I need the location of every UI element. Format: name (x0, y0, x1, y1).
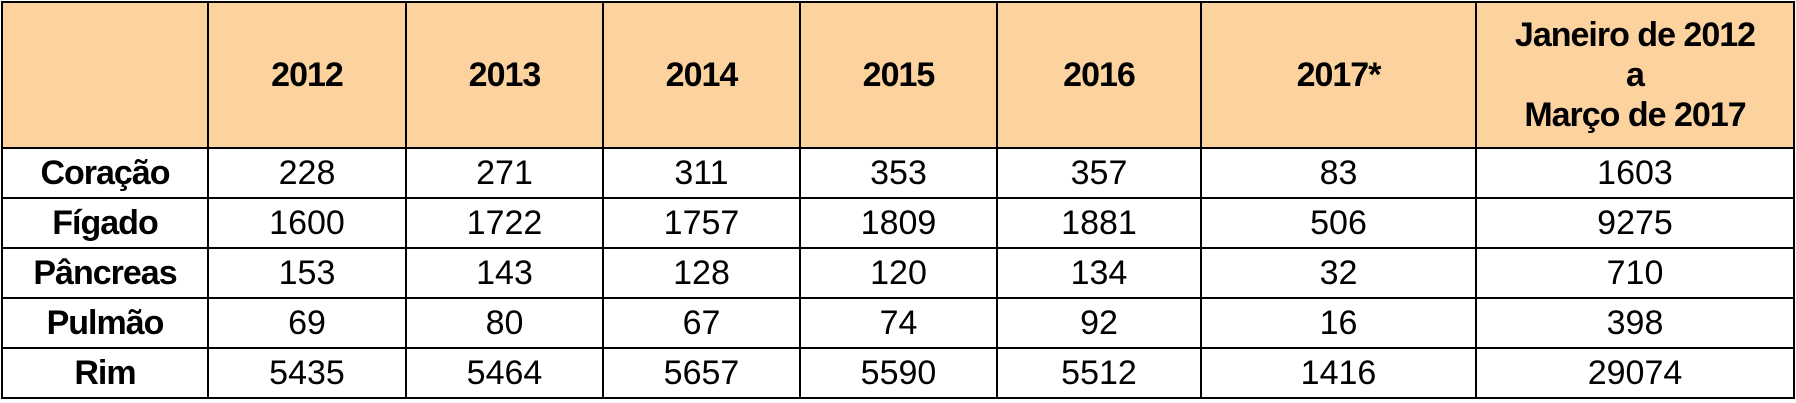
data-cell: 1757 (602, 197, 801, 249)
row-label: Fígado (1, 197, 209, 249)
row-label: Rim (1, 347, 209, 399)
data-cell: 69 (207, 297, 407, 349)
data-cell: 74 (799, 297, 998, 349)
table-row: Fígado 1600 1722 1757 1809 1881 506 9275 (1, 197, 1795, 249)
data-cell: 29074 (1475, 347, 1795, 399)
data-cell: 1809 (799, 197, 998, 249)
data-cell: 228 (207, 147, 407, 199)
row-label: Pâncreas (1, 247, 209, 299)
data-cell: 506 (1200, 197, 1477, 249)
data-cell: 5657 (602, 347, 801, 399)
data-cell: 153 (207, 247, 407, 299)
data-cell: 1603 (1475, 147, 1795, 199)
data-cell: 5590 (799, 347, 998, 399)
data-cell: 80 (405, 297, 604, 349)
data-cell: 83 (1200, 147, 1477, 199)
data-cell: 398 (1475, 297, 1795, 349)
data-cell: 128 (602, 247, 801, 299)
data-cell: 5435 (207, 347, 407, 399)
data-cell: 32 (1200, 247, 1477, 299)
data-cell: 357 (996, 147, 1202, 199)
data-cell: 143 (405, 247, 604, 299)
table-row: Rim 5435 5464 5657 5590 5512 1416 29074 (1, 347, 1795, 399)
data-cell: 1600 (207, 197, 407, 249)
header-cell: 2012 (207, 1, 407, 149)
data-cell: 353 (799, 147, 998, 199)
data-cell: 92 (996, 297, 1202, 349)
data-cell: 1881 (996, 197, 1202, 249)
table-row: Pulmão 69 80 67 74 92 16 398 (1, 297, 1795, 349)
header-cell (1, 1, 209, 149)
data-cell: 1722 (405, 197, 604, 249)
data-cell: 16 (1200, 297, 1477, 349)
data-cell: 5464 (405, 347, 604, 399)
table-row: Coração 228 271 311 353 357 83 1603 (1, 147, 1795, 199)
data-cell: 134 (996, 247, 1202, 299)
data-cell: 5512 (996, 347, 1202, 399)
row-label: Coração (1, 147, 209, 199)
table-body: Coração 228 271 311 353 357 83 1603 Fígado 1600 17… (1, 147, 1795, 399)
header-row: 2012 2013 2014 2015 2016 2017* Janeiro de 2012… (1, 1, 1795, 149)
header-cell: 2016 (996, 1, 1202, 149)
header-cell: Janeiro de 2012 a Março de 2017 (1475, 1, 1795, 149)
data-cell: 120 (799, 247, 998, 299)
header-cell: 2017* (1200, 1, 1477, 149)
data-cell: 271 (405, 147, 604, 199)
data-cell: 710 (1475, 247, 1795, 299)
data-cell: 67 (602, 297, 801, 349)
data-cell: 1416 (1200, 347, 1477, 399)
data-cell: 9275 (1475, 197, 1795, 249)
header-cell: 2013 (405, 1, 604, 149)
header-cell: 2015 (799, 1, 998, 149)
data-cell: 311 (602, 147, 801, 199)
row-label: Pulmão (1, 297, 209, 349)
table-row: Pâncreas 153 143 128 120 134 32 710 (1, 247, 1795, 299)
header-cell: 2014 (602, 1, 801, 149)
